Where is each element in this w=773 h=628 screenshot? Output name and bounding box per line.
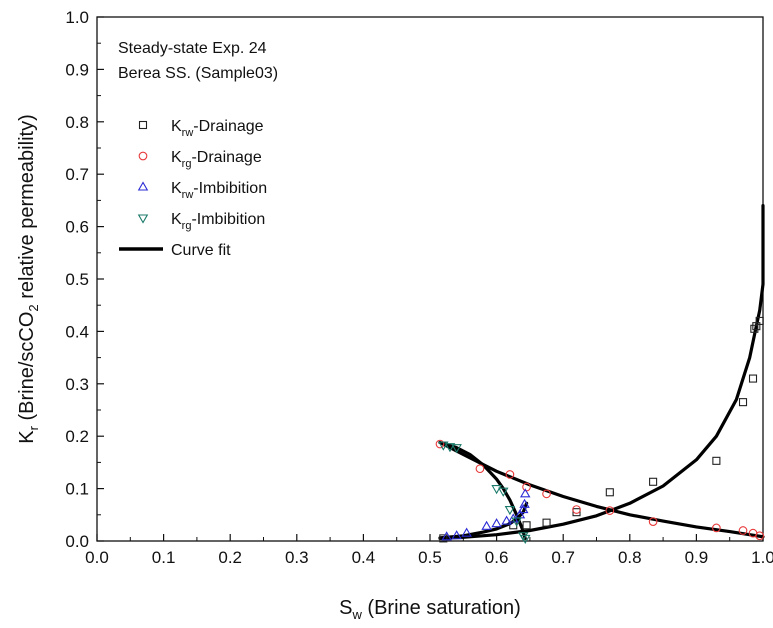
data-point xyxy=(755,531,765,541)
data-point xyxy=(748,374,758,383)
y-tick-label: 1.0 xyxy=(65,8,89,27)
data-point xyxy=(505,470,515,479)
x-tick-label: 0.9 xyxy=(685,548,709,567)
data-point xyxy=(542,489,551,499)
legend: Krw-Drainage Krg-Drainage Krw-Imbibition Kr… xyxy=(119,118,267,259)
y-tick-label: 0.7 xyxy=(65,165,89,184)
data-point xyxy=(491,485,502,495)
data-point xyxy=(511,517,522,527)
axis-ticks: 0.0 0.1 0.2 0.3 0.4 0.5 0.6 0.7 0.8 0.9 1.0 0.0 0.1 0… xyxy=(65,8,773,567)
data-point xyxy=(461,527,472,537)
data-point xyxy=(504,506,516,516)
y-axis-label: Kr (Brine/scCO2 relative permeability) xyxy=(16,114,41,443)
data-point xyxy=(750,324,759,333)
data-point xyxy=(435,439,445,449)
legend-entry-label: Krg-Imbibition xyxy=(171,211,265,232)
data-point xyxy=(712,523,721,533)
data-point xyxy=(572,505,581,514)
data-point xyxy=(519,534,531,544)
x-tick-label: 0.2 xyxy=(218,548,242,567)
y-tick-label: 0.3 xyxy=(65,375,89,394)
y-tick-label: 0.8 xyxy=(65,113,89,132)
y-tick-label: 0.2 xyxy=(65,427,89,446)
legend-marker xyxy=(137,214,149,224)
data-point xyxy=(438,441,449,451)
data-point xyxy=(738,526,748,535)
data-point xyxy=(648,517,658,526)
data-point xyxy=(572,508,581,517)
y-tick-label: 0.4 xyxy=(65,322,89,341)
legend-fit-label: Curve fit xyxy=(171,242,231,259)
x-tick-label: 0.4 xyxy=(352,548,376,567)
legend-marker xyxy=(138,120,148,130)
fit-curve xyxy=(438,204,765,540)
data-markers xyxy=(435,316,765,544)
data-point xyxy=(444,443,456,453)
x-tick-label: 0.0 xyxy=(85,548,109,567)
legend-entry-label: Krw-Imbibition xyxy=(171,180,267,201)
data-point xyxy=(517,503,529,514)
data-point xyxy=(441,531,452,541)
data-point xyxy=(439,534,448,543)
x-tick-label: 0.6 xyxy=(485,548,509,567)
legend-marker xyxy=(137,181,149,191)
data-point xyxy=(712,456,721,465)
data-point xyxy=(605,488,614,497)
data-point xyxy=(755,316,764,325)
data-point xyxy=(649,477,658,486)
legend-marker xyxy=(138,151,148,161)
legend-entry-label: Krg-Drainage xyxy=(171,149,262,170)
annotation-line-2: Berea SS. (Sample03) xyxy=(118,65,278,82)
data-point xyxy=(605,506,615,515)
fit-curves xyxy=(438,204,765,540)
x-tick-label: 1.0 xyxy=(751,548,773,567)
fit-curve xyxy=(438,440,765,539)
x-tick-label: 0.3 xyxy=(285,548,309,567)
x-axis-label: Sw (Brine saturation) xyxy=(339,597,521,622)
data-point xyxy=(475,464,485,474)
x-tick-label: 0.5 xyxy=(418,548,442,567)
legend-entry-label: Krw-Drainage xyxy=(171,118,264,139)
y-tick-label: 0.1 xyxy=(65,480,89,499)
y-tick-label: 0.9 xyxy=(65,60,89,79)
plot-frame xyxy=(96,16,764,542)
data-point xyxy=(481,520,492,530)
data-point xyxy=(451,530,462,540)
annotation-line-1: Steady-state Exp. 24 xyxy=(118,40,267,57)
y-tick-label: 0.6 xyxy=(65,218,89,237)
data-point xyxy=(519,488,531,498)
data-point xyxy=(451,444,462,454)
data-point xyxy=(522,521,531,530)
data-point xyxy=(491,518,502,528)
data-point xyxy=(519,498,530,508)
y-tick-label: 0.0 xyxy=(65,532,89,551)
x-tick-label: 0.8 xyxy=(618,548,642,567)
x-tick-label: 0.1 xyxy=(152,548,176,567)
data-point xyxy=(501,515,512,525)
data-point xyxy=(738,398,748,407)
data-point xyxy=(498,487,509,497)
fit-curve xyxy=(438,440,527,540)
data-point xyxy=(542,518,551,527)
x-tick-label: 0.7 xyxy=(551,548,575,567)
y-tick-label: 0.5 xyxy=(65,270,89,289)
